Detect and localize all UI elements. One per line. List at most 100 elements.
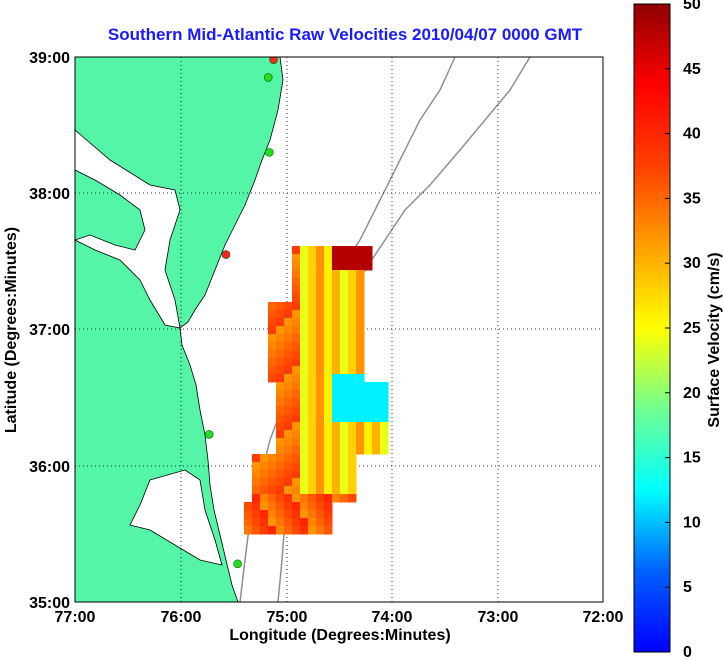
velocity-cell xyxy=(356,358,365,367)
velocity-cell xyxy=(364,398,373,407)
velocity-cell xyxy=(324,414,333,423)
velocity-cell xyxy=(340,262,349,271)
velocity-cell xyxy=(300,526,309,535)
velocity-cell xyxy=(348,374,357,383)
velocity-cell xyxy=(268,366,277,375)
velocity-cell xyxy=(292,502,301,511)
velocity-cell xyxy=(324,270,333,279)
velocity-cell xyxy=(316,326,325,335)
velocity-cell xyxy=(268,358,277,367)
velocity-cell xyxy=(348,334,357,343)
colorbar-tick-label: 45 xyxy=(683,61,701,78)
y-tick-label: 38:00 xyxy=(29,186,70,203)
velocity-cell xyxy=(324,494,333,503)
velocity-cell xyxy=(372,398,381,407)
velocity-cell xyxy=(308,374,317,383)
velocity-cell xyxy=(292,302,301,311)
velocity-cell xyxy=(372,422,381,431)
velocity-cell xyxy=(292,342,301,351)
velocity-cell xyxy=(276,326,285,335)
velocity-cell xyxy=(332,414,341,423)
velocity-cell xyxy=(316,334,325,343)
velocity-cell xyxy=(316,494,325,503)
velocity-cell xyxy=(356,262,365,271)
velocity-cell xyxy=(276,454,285,463)
velocity-cell xyxy=(332,366,341,375)
velocity-cell xyxy=(308,502,317,511)
velocity-cell xyxy=(324,462,333,471)
velocity-cell xyxy=(332,438,341,447)
velocity-cell xyxy=(332,358,341,367)
velocity-cell xyxy=(324,382,333,391)
velocity-cell xyxy=(300,430,309,439)
y-tick-label: 39:00 xyxy=(29,50,70,67)
velocity-cell xyxy=(324,326,333,335)
velocity-cell xyxy=(276,462,285,471)
velocity-cell xyxy=(340,254,349,263)
velocity-cell xyxy=(292,366,301,375)
velocity-cell xyxy=(348,254,357,263)
velocity-cell xyxy=(316,438,325,447)
velocity-cell xyxy=(300,318,309,327)
velocity-cell xyxy=(364,390,373,399)
velocity-cell xyxy=(332,286,341,295)
velocity-cell xyxy=(356,414,365,423)
velocity-cell xyxy=(364,246,373,255)
velocity-cell xyxy=(380,438,389,447)
colorbar-tick-label: 40 xyxy=(683,126,701,143)
velocity-cell xyxy=(300,350,309,359)
velocity-cell xyxy=(348,262,357,271)
velocity-cell xyxy=(332,486,341,495)
velocity-cell xyxy=(356,278,365,287)
velocity-cell xyxy=(356,254,365,263)
velocity-cell xyxy=(356,270,365,279)
velocity-cell xyxy=(268,502,277,511)
velocity-cell xyxy=(308,318,317,327)
velocity-cell xyxy=(276,366,285,375)
y-tick-label: 37:00 xyxy=(29,322,70,339)
y-axis-label: Latitude (Degrees:Minutes) xyxy=(3,227,20,433)
velocity-cell xyxy=(292,286,301,295)
velocity-cell xyxy=(284,502,293,511)
velocity-cell xyxy=(252,494,261,503)
velocity-cell xyxy=(308,286,317,295)
velocity-cell xyxy=(300,414,309,423)
velocity-cell xyxy=(356,350,365,359)
velocity-cell xyxy=(324,350,333,359)
velocity-cell xyxy=(332,318,341,327)
velocity-cell xyxy=(292,262,301,271)
velocity-cell xyxy=(356,398,365,407)
velocity-cell xyxy=(324,470,333,479)
velocity-cell xyxy=(364,446,373,455)
velocity-cell xyxy=(380,430,389,439)
velocity-cell xyxy=(260,518,269,527)
velocity-cell xyxy=(340,246,349,255)
velocity-cell xyxy=(276,422,285,431)
velocity-cell xyxy=(332,294,341,303)
velocity-cell xyxy=(308,270,317,279)
velocity-cell xyxy=(244,510,253,519)
velocity-cell xyxy=(284,462,293,471)
velocity-cell xyxy=(356,390,365,399)
velocity-cell xyxy=(348,454,357,463)
velocity-cell xyxy=(324,478,333,487)
velocity-cell xyxy=(292,350,301,359)
velocity-cell xyxy=(284,382,293,391)
velocity-cell xyxy=(308,326,317,335)
velocity-cell xyxy=(276,446,285,455)
velocity-cell xyxy=(332,350,341,359)
velocity-cell xyxy=(268,334,277,343)
velocity-cell xyxy=(340,278,349,287)
velocity-cell xyxy=(276,390,285,399)
velocity-cell xyxy=(340,382,349,391)
velocity-cell xyxy=(332,430,341,439)
velocity-cell xyxy=(268,478,277,487)
velocity-cell xyxy=(284,350,293,359)
velocity-cell xyxy=(308,254,317,263)
velocity-cell xyxy=(308,366,317,375)
velocity-cell xyxy=(340,366,349,375)
velocity-cell xyxy=(332,262,341,271)
velocity-cell xyxy=(300,518,309,527)
velocity-cell xyxy=(308,526,317,535)
